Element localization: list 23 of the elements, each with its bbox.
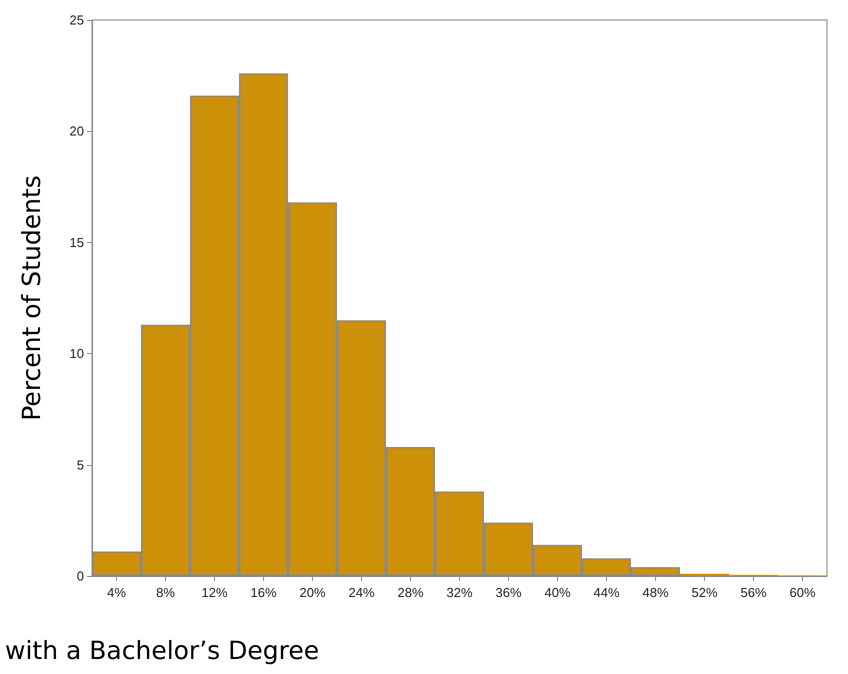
x-tick-label: 60% <box>789 585 816 600</box>
x-tick-label: 36% <box>495 585 522 600</box>
x-tick-label: 20% <box>299 585 326 600</box>
y-tick-label: 15 <box>70 234 84 250</box>
y-tick-label: 25 <box>70 12 84 28</box>
y-tick-label: 5 <box>76 457 84 472</box>
x-tick-label: 56% <box>740 585 767 600</box>
x-tick-label: 8% <box>156 585 176 600</box>
x-tick-label: 32% <box>446 585 473 600</box>
x-tick-label: 40% <box>544 585 571 600</box>
x-tick-label: 12% <box>201 585 228 600</box>
y-tick-label: 0 <box>76 568 84 584</box>
x-tick-label: 4% <box>107 585 126 600</box>
y-axis-title: Percent of Students <box>17 175 46 421</box>
x-tick-label: 52% <box>691 585 718 600</box>
x-tick-label: 48% <box>642 585 669 600</box>
x-tick-label: 24% <box>348 585 375 600</box>
x-tick-label: 28% <box>397 585 424 600</box>
y-tick-label: 10 <box>70 346 84 362</box>
x-tick-label: 44% <box>593 585 620 600</box>
x-axis-title: with a Bachelor’s Degree <box>5 636 320 665</box>
x-tick-label: 16% <box>250 585 277 600</box>
y-tick-label: 20 <box>70 124 84 139</box>
